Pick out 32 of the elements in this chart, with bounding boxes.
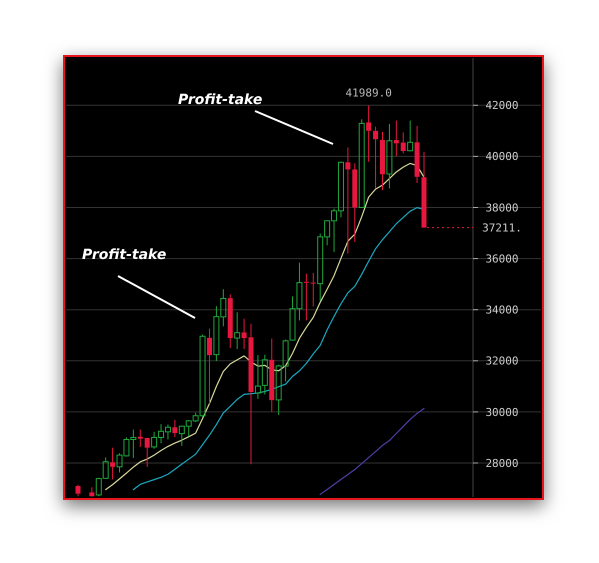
ref-line-label: 37211.	[482, 221, 522, 234]
candlestick	[380, 131, 385, 191]
y-tick-label: 38000	[485, 201, 519, 214]
candlestick	[248, 323, 254, 465]
candlestick	[304, 273, 309, 321]
candlestick	[373, 126, 378, 189]
candlestick	[234, 312, 240, 350]
y-tick-label: 42000	[485, 99, 519, 112]
y-tick-label: 28000	[485, 456, 519, 470]
candlestick	[310, 272, 316, 307]
candlestick	[206, 328, 212, 404]
candlestick	[89, 486, 94, 496]
candlestick	[110, 447, 116, 480]
annotation: Profit-take	[82, 247, 166, 263]
annotation: Profit-take	[178, 92, 262, 108]
candlestick	[242, 318, 247, 350]
candlestick	[228, 294, 233, 349]
candlestick	[352, 162, 358, 242]
candlestick	[172, 419, 178, 438]
candlestick	[345, 146, 350, 254]
candlestick	[414, 125, 420, 184]
y-tick-label: 40000	[485, 150, 519, 164]
y-tick-label: 30000	[485, 406, 519, 419]
y-tick-label: 32000	[485, 354, 519, 368]
y-tick-label: 34000	[485, 304, 519, 317]
annotation: 41989.0	[345, 86, 392, 100]
candlestick	[366, 105, 372, 162]
line-series	[320, 408, 425, 496]
candlestick	[76, 484, 80, 497]
candlestick	[386, 123, 392, 189]
candlestick	[269, 338, 274, 412]
y-tick-label: 36000	[485, 252, 519, 266]
